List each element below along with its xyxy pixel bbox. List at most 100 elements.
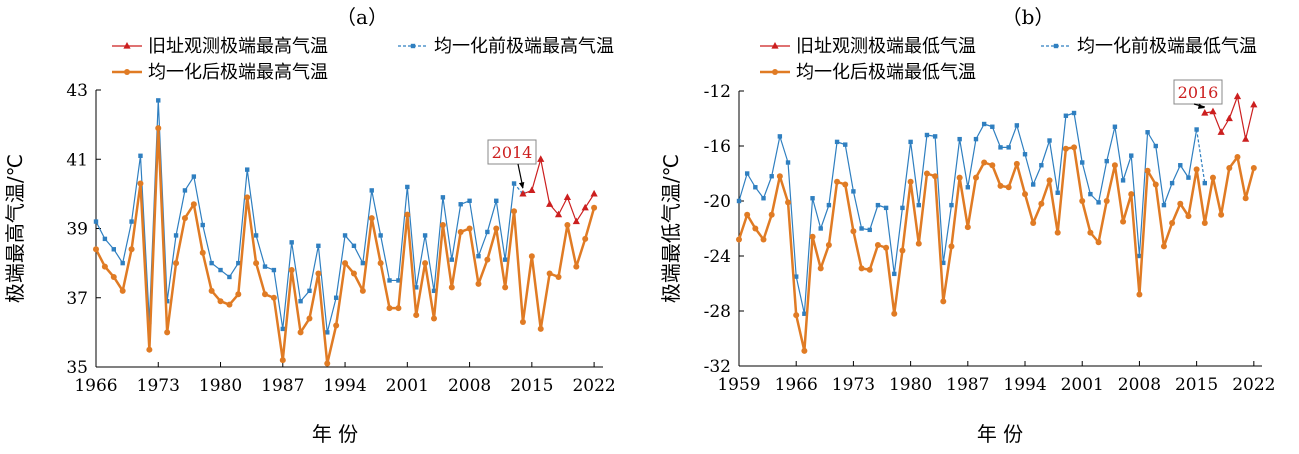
chart-a-legend-marker-0 [123, 42, 131, 49]
chart-b-series-2-point-37 [1038, 200, 1045, 207]
chart-b-series-2-point-8 [801, 347, 808, 354]
chart-a-series-2-point-23 [297, 329, 304, 336]
chart-a-series-2-point-10 [181, 215, 188, 222]
chart-b-series-1-point-1 [744, 171, 750, 176]
chart-b-series-1-point-44 [1096, 200, 1101, 205]
chart-a-series-2-point-45 [493, 225, 500, 232]
chart-b-series-1-point-18 [883, 205, 889, 211]
chart-a-series-1-point-32 [378, 233, 383, 238]
chart-b-series-1-point-17 [875, 202, 881, 208]
chart-a-series-1-point-17 [245, 167, 250, 172]
chart-b-series-1-point-19 [892, 271, 897, 277]
chart-a-series-1-point-2 [111, 247, 116, 252]
chart-a-x-tick-label-4: 1994 [323, 376, 366, 396]
chart-b-series-2-point-16 [866, 266, 873, 273]
chart-b-series-1-point-4 [769, 174, 774, 179]
chart-b-series-2-point-6 [785, 199, 792, 206]
chart-a-series-2-point-33 [386, 305, 393, 312]
chart-a-series-2-point-39 [439, 222, 446, 229]
chart-a-series-1-point-23 [298, 299, 303, 304]
chart-b-series-0 [1201, 92, 1258, 142]
chart-b-series-2-point-31 [989, 162, 996, 169]
chart-b-series-2-point-54 [1177, 200, 1184, 207]
chart-b-series-0-point-2 [1217, 128, 1225, 135]
chart-b-series-1-point-5 [777, 134, 783, 139]
chart-a-y-axis-label: 极端最高气温/℃ [3, 154, 27, 303]
chart-b-series-1-point-32 [998, 145, 1003, 150]
chart-a-legend-label-2: 均一化后极端最高气温 [148, 62, 328, 83]
chart-b-series-1-point-33 [1006, 145, 1011, 150]
chart-a-series-1-point-42 [467, 198, 472, 203]
chart-b-y-tick-label-2: -24 [704, 247, 731, 267]
chart-a-series-2-point-35 [404, 211, 411, 218]
chart-b-x-tick-label-9: 2022 [1232, 375, 1275, 395]
chart-b-series-2-point-59 [1218, 211, 1225, 218]
chart-b-series-1-point-11 [826, 202, 832, 208]
chart-b-series-1-point-22 [916, 202, 921, 208]
chart-a-annotation-box [487, 139, 537, 165]
chart-b-series-2-point-39 [1054, 229, 1061, 236]
chart-b-x-tick-label-7: 2008 [1118, 375, 1161, 395]
chart-b-annotation-arrowhead [1197, 103, 1205, 109]
chart-a-series-1-point-15 [227, 274, 232, 280]
chart-a-x-tick-label-1: 1973 [137, 376, 180, 396]
chart-b-series-2-point-17 [874, 242, 881, 248]
chart-b-series-2-point-25 [940, 298, 947, 305]
chart-a-series-0-point-4 [554, 210, 563, 218]
chart-b-series-2-point-57 [1201, 220, 1208, 226]
chart-b-series-2-point-7 [793, 312, 800, 319]
chart-b-series-1-point-30 [981, 121, 987, 127]
chart-b-y-tick-label-5: -12 [704, 82, 731, 102]
chart-a-series-1-point-14 [218, 267, 223, 273]
chart-a-series-2-point-25 [315, 270, 322, 277]
chart-b-x-tick-label-0: 1959 [717, 375, 760, 395]
chart-b-series-1-point-38 [1047, 138, 1052, 143]
chart-b-series-2-point-38 [1046, 177, 1053, 184]
chart-a-series-2-point-8 [164, 329, 171, 336]
chart-b-series-1-point-25 [941, 260, 946, 266]
chart-a-series-1-point-11 [191, 174, 197, 179]
chart-a-series-0-point-5 [563, 193, 572, 200]
chart-a-series-1-point-4 [129, 219, 134, 224]
chart-a-series-2-point-19 [262, 291, 268, 298]
chart-b-series-0-point-6 [1250, 100, 1258, 108]
chart-a-series-2-point-51 [546, 270, 553, 277]
chart-b-series-2-point-19 [891, 310, 898, 317]
chart-a-series-1-point-3 [120, 260, 125, 266]
chart-b-series-1-point-56 [1194, 127, 1199, 132]
chart-a-series-0-point-6 [572, 217, 580, 225]
chart-a-series-1-point-12 [200, 222, 205, 228]
chart-a-series-2-point-13 [208, 287, 215, 294]
chart-b-series-2-point-23 [923, 170, 930, 177]
chart-b-series-1-point-0 [736, 198, 742, 204]
chart-b-series-1-line [738, 112, 1198, 315]
chart-a-series-2-point-5 [137, 180, 144, 187]
chart-a-series-2-point-37 [422, 260, 429, 267]
chart-b-series-1-point-26 [949, 202, 954, 208]
chart-a-x-axis-label: 年 份 [312, 422, 358, 446]
chart-a-series-2-point-12 [199, 249, 206, 256]
chart-b-legend-label-0: 旧址观测极端最低气温 [796, 36, 976, 57]
chart-b-series-2-point-56 [1193, 166, 1200, 173]
chart-a-series-1-point-27 [333, 295, 339, 300]
chart-b-series-2-point-3 [760, 236, 767, 243]
chart-a-x-tick-label-2: 1980 [199, 376, 242, 396]
chart-b-series-2-point-9 [809, 233, 816, 240]
chart-a-series-1-point-46 [502, 257, 508, 262]
chart-b-series-2-point-28 [964, 224, 971, 231]
chart-b-series-2-point-13 [842, 181, 849, 188]
chart-b-series-1-point-7 [794, 274, 799, 279]
chart-a-series-2-point-1 [101, 263, 108, 270]
chart-b-series-2-point-5 [776, 173, 783, 180]
chart-b-series-1-point-21 [908, 139, 913, 145]
chart-a-series-1-point-45 [494, 198, 499, 203]
chart-b-series-2-point-26 [948, 243, 955, 250]
chart-b-series-2-point-52 [1160, 243, 1167, 250]
chart-a-series-2-point-22 [288, 267, 295, 274]
chart-b-series-2-point-50 [1144, 167, 1151, 174]
chart-b-series-1-point-27 [957, 136, 962, 142]
chart-a-series-2-point-14 [217, 298, 224, 305]
chart-a-series-1-point-10 [182, 188, 188, 193]
chart-b-series-1-point-13 [843, 142, 848, 147]
chart-a-series-2-point-28 [342, 260, 349, 267]
